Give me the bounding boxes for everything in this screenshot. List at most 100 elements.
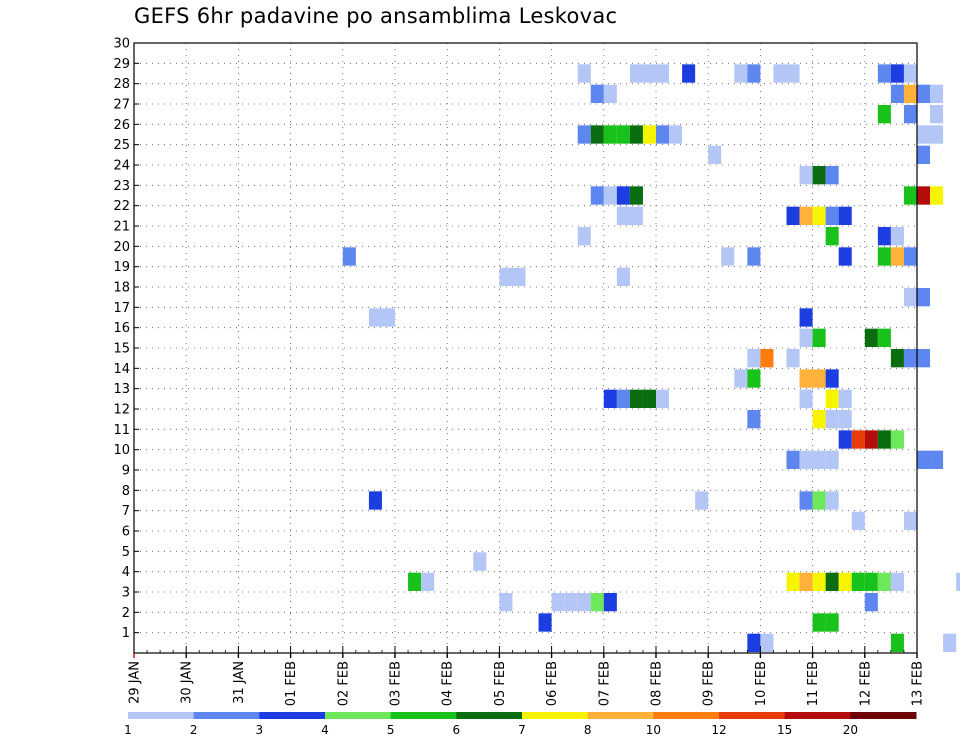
heatmap-cell [603,84,617,103]
heatmap-cell [799,166,813,185]
heatmap-cell [747,410,761,429]
heatmap-cell [590,186,604,205]
legend-swatch [128,712,195,719]
x-tick-label: 09 FEB [702,661,717,706]
legend-swatch [522,712,589,719]
heatmap-cell [799,389,813,408]
heatmap-cell [381,308,395,327]
heatmap-cell [799,206,813,225]
heatmap-cell [812,369,826,388]
heatmap-cell [812,450,826,469]
y-tick-label: 20 [113,240,130,255]
y-tick-label: 6 [122,525,130,540]
heatmap-cell [864,593,878,612]
legend-swatch [587,712,654,719]
y-tick-label: 14 [113,362,130,377]
legend-swatch [193,712,260,719]
heatmap-cell [642,125,656,144]
heatmap-cell [917,349,931,368]
heatmap-cell [890,227,904,246]
heatmap-cell [590,593,604,612]
heatmap-cell [903,64,917,83]
heatmap-cell [812,613,826,632]
y-tick-label: 30 [113,37,130,52]
y-tick-label: 2 [122,606,130,621]
legend-swatch [653,712,720,719]
x-tick-label: 31 JAN [232,661,247,704]
heatmap-cell [943,633,957,652]
heatmap-cell [890,430,904,449]
heatmap-cell [825,166,839,185]
heatmap-cell [825,572,839,591]
y-tick-label: 12 [113,403,130,418]
y-tick-label: 10 [113,443,130,458]
heatmap-cell [551,593,565,612]
legend-swatch [784,712,851,719]
heatmap-cell [890,349,904,368]
heatmap-cell [877,328,891,347]
cell-layer [342,64,960,652]
plot-frame [133,42,918,654]
legend-label: 5 [387,723,395,737]
heatmap-cell [747,64,761,83]
heatmap-cell [877,64,891,83]
heatmap-cell [825,450,839,469]
heatmap-cell [903,84,917,103]
heatmap-cell [799,308,813,327]
y-tick-label: 26 [113,118,130,133]
y-tick-label: 29 [113,57,130,72]
legend-swatch [325,712,392,719]
heatmap-cell [616,125,630,144]
y-tick-label: 11 [113,423,130,438]
heatmap-cell [564,593,578,612]
legend-label: 7 [518,723,526,737]
y-tick-label: 5 [122,545,130,560]
heatmap-cell [342,247,356,266]
y-tick-label: 22 [113,199,130,214]
legend-swatch [456,712,523,719]
y-tick-label: 4 [122,565,130,580]
heatmap-cell [656,64,670,83]
x-tick-label: 12 FEB [858,661,873,706]
heatmap-cell [786,450,800,469]
heatmap-cell [838,247,852,266]
heatmap-cell [616,389,630,408]
heatmap-cell [747,349,761,368]
heatmap-cell [812,410,826,429]
heatmap-cell [903,247,917,266]
heatmap-cell [499,593,513,612]
heatmap-cell [577,227,591,246]
heatmap-cell [421,572,435,591]
heatmap-cell [629,186,643,205]
legend-swatch [390,712,457,719]
heatmap-cell [890,633,904,652]
heatmap-cell [864,572,878,591]
heatmap-cell [590,125,604,144]
heatmap-cell [773,64,787,83]
heatmap-cell [499,267,513,286]
heatmap-cell [917,84,931,103]
heatmap-cell [760,633,774,652]
heatmap-cell [917,145,931,164]
heatmap-cell [512,267,526,286]
heatmap-cell [629,389,643,408]
heatmap-cell [877,227,891,246]
heatmap-cell [864,328,878,347]
heatmap-cell [799,450,813,469]
heatmap-cell [590,84,604,103]
heatmap-cell [838,389,852,408]
y-tick-label: 18 [113,281,130,296]
y-tick-label: 17 [113,301,130,316]
heatmap-cell [799,572,813,591]
x-tick-label: 10 FEB [754,661,769,706]
y-tick-label: 23 [113,179,130,194]
legend-label: 2 [190,723,198,737]
x-tick-label: 03 FEB [389,661,404,706]
heatmap-cell [825,206,839,225]
heatmap-cell [603,593,617,612]
heatmap-cell [890,247,904,266]
heatmap-cell [825,613,839,632]
heatmap-cell [930,105,944,124]
heatmap-cell [825,410,839,429]
heatmap-cell [747,247,761,266]
